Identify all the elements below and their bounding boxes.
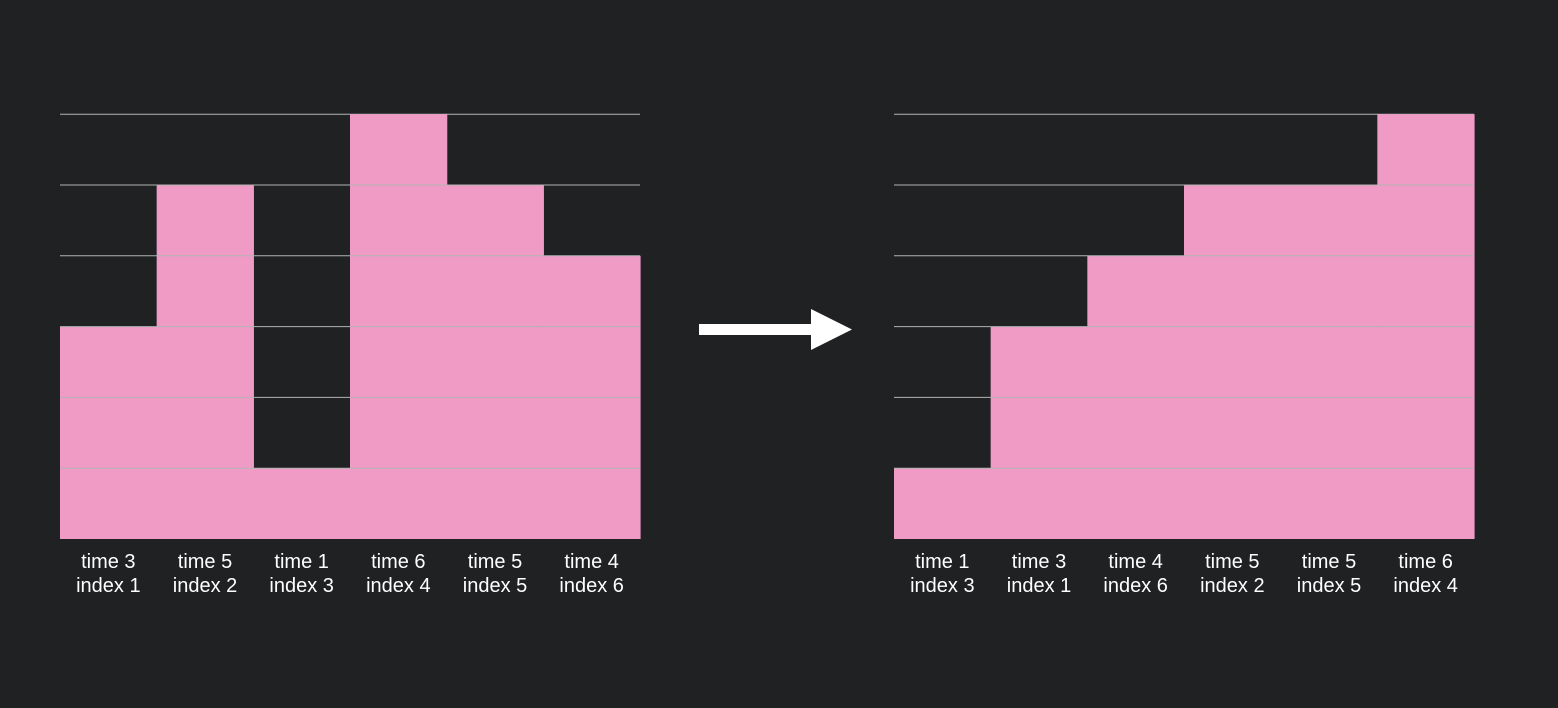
tick-label-index: index 2 (173, 575, 238, 597)
bar-5 (1280, 185, 1378, 539)
right-arrow-icon (699, 309, 852, 350)
tick-label-time: time 5 (1302, 551, 1356, 573)
tick-label-time: time 4 (1108, 551, 1162, 573)
tick-label-time: time 3 (81, 551, 135, 573)
tick-label-index: index 1 (1007, 575, 1072, 597)
bar-2 (990, 326, 1088, 539)
tick-label-index: index 3 (910, 575, 975, 597)
tick-label-index: index 2 (1200, 575, 1265, 597)
bar-2 (156, 185, 254, 539)
tick-label-time: time 5 (468, 551, 522, 573)
bar-3 (253, 468, 351, 539)
tick-label-time: time 3 (1012, 551, 1066, 573)
bar-4 (1184, 185, 1282, 539)
bar-1 (894, 468, 992, 539)
tick-label-index: index 6 (559, 575, 624, 597)
tick-label-index: index 1 (76, 575, 141, 597)
tick-label-time: time 5 (178, 551, 232, 573)
tick-label-time: time 4 (564, 551, 618, 573)
tick-label-index: index 4 (366, 575, 431, 597)
bar-1 (60, 326, 158, 539)
tick-label-time: time 5 (1205, 551, 1259, 573)
tick-label-index: index 6 (1103, 575, 1168, 597)
tick-label-time: time 6 (1398, 551, 1452, 573)
tick-label-index: index 3 (269, 575, 334, 597)
tick-label-index: index 5 (1297, 575, 1362, 597)
tick-label-time: time 1 (274, 551, 328, 573)
tick-label-time: time 6 (371, 551, 425, 573)
tick-label-time: time 1 (915, 551, 969, 573)
tick-label-index: index 5 (463, 575, 528, 597)
bar-5 (446, 185, 544, 539)
tick-label-index: index 4 (1393, 575, 1458, 597)
